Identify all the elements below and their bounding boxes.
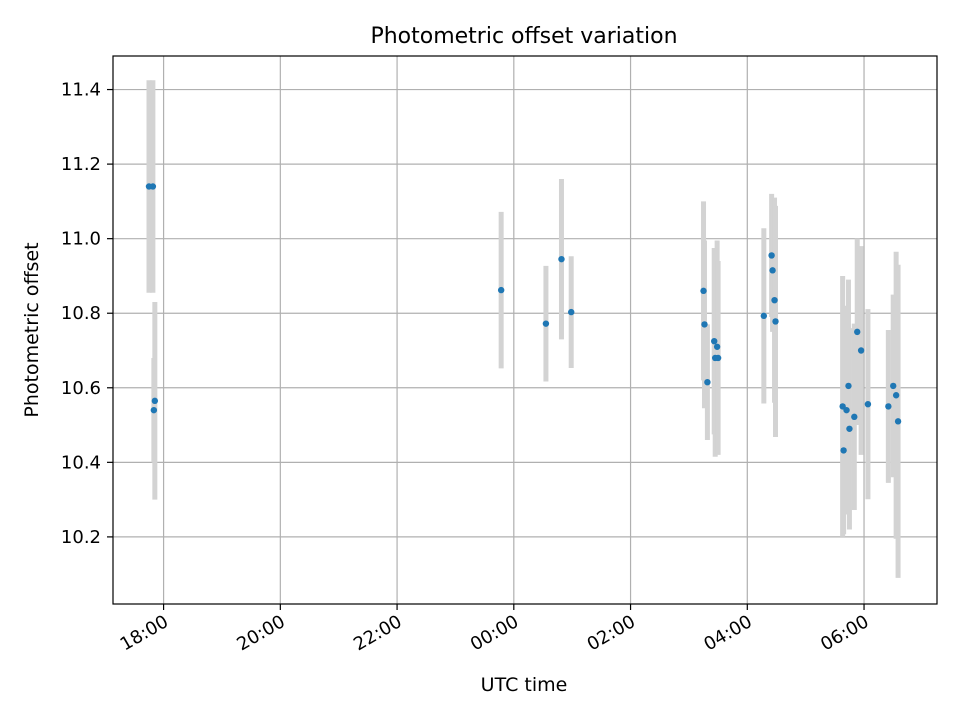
data-point: [857, 347, 865, 354]
data-point: [151, 397, 159, 405]
x-tick-label: 22:00: [350, 611, 405, 655]
data-point: [845, 382, 852, 390]
x-tick-label: 00:00: [467, 611, 522, 655]
x-axis-ticks: 18:00 20:00 22:00 00:00 02:00 04:00 06:00: [117, 604, 873, 655]
data-point: [771, 296, 778, 304]
data-point: [840, 447, 847, 454]
y-tick-label: 10.8: [61, 303, 101, 324]
grid-lines: [113, 56, 937, 604]
x-tick-label: 20:00: [233, 611, 288, 655]
y-tick-label: 11.2: [61, 154, 101, 175]
data-point: [885, 403, 892, 410]
data-point: [854, 328, 861, 336]
data-point: [150, 406, 158, 414]
data-point: [149, 183, 157, 190]
data-point: [843, 406, 850, 414]
data-point: [568, 308, 575, 316]
y-tick-label: 11.0: [61, 229, 101, 250]
data-points: [145, 183, 902, 454]
data-point: [846, 425, 853, 432]
x-tick-label: 18:00: [117, 611, 172, 655]
chart-title: Photometric offset variation: [370, 24, 677, 49]
y-tick-label: 10.4: [61, 452, 101, 473]
data-point: [772, 318, 779, 325]
data-point: [768, 252, 775, 259]
data-point: [769, 267, 776, 274]
data-point: [713, 343, 721, 350]
x-tick-label: 02:00: [584, 611, 639, 655]
x-axis-label: UTC time: [481, 674, 568, 696]
data-point: [851, 413, 858, 421]
y-axis-ticks: 10.2 10.4 10.6 10.8 11.0 11.2 11.4: [61, 80, 113, 548]
data-point: [711, 337, 718, 345]
data-point: [701, 321, 708, 328]
y-tick-label: 11.4: [61, 80, 101, 101]
data-point: [890, 382, 897, 390]
data-point: [894, 418, 902, 425]
x-tick-label: 06:00: [817, 611, 872, 655]
x-tick-label: 04:00: [700, 611, 755, 655]
error-bars: [146, 80, 901, 578]
y-axis-label: Photometric offset: [21, 242, 43, 417]
data-point: [558, 255, 565, 263]
data-point: [704, 378, 711, 386]
y-tick-label: 10.6: [61, 378, 101, 399]
data-point: [497, 286, 505, 294]
y-tick-label: 10.2: [61, 527, 101, 548]
plot-frame: [112, 55, 938, 605]
data-point: [864, 400, 872, 408]
data-point: [700, 287, 707, 295]
data-point: [760, 312, 768, 320]
data-point: [714, 354, 722, 362]
data-point: [542, 320, 550, 327]
data-point: [892, 392, 900, 399]
